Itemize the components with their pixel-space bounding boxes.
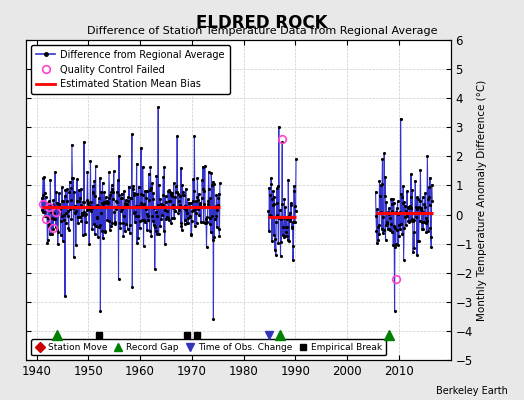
Text: ELDRED ROCK: ELDRED ROCK xyxy=(196,14,328,32)
Text: Berkeley Earth: Berkeley Earth xyxy=(436,386,508,396)
Text: Difference of Station Temperature Data from Regional Average: Difference of Station Temperature Data f… xyxy=(87,26,437,36)
Legend: Station Move, Record Gap, Time of Obs. Change, Empirical Break: Station Move, Record Gap, Time of Obs. C… xyxy=(31,339,386,356)
Y-axis label: Monthly Temperature Anomaly Difference (°C): Monthly Temperature Anomaly Difference (… xyxy=(477,79,487,321)
